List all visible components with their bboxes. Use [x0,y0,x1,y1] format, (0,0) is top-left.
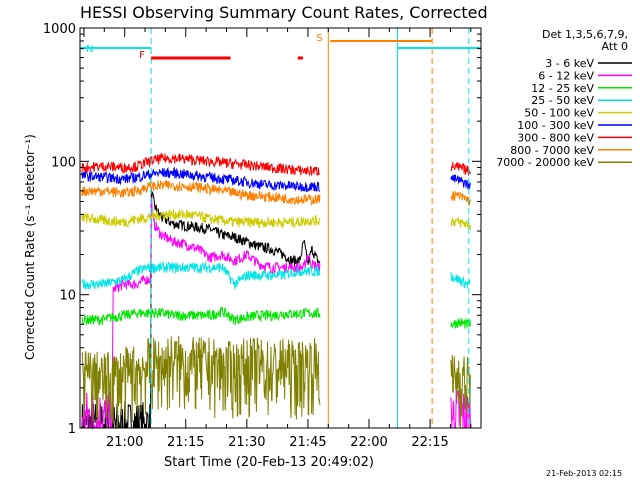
x-tick-label: 21:00 [106,435,143,450]
flag-label-S: S [316,33,322,44]
legend-title-line: Det 1,3,5,6,7,9, [542,28,628,41]
x-axis-label: Start Time (20-Feb-13 20:49:02) [164,455,374,470]
y-axis-label: Corrected Count Rate (s⁻¹ detector⁻¹) [23,134,37,360]
legend-label-1: 6 - 12 keV [538,69,594,82]
series-line-5 [81,166,471,193]
axes: 21:00 21:15 21:30 21:45 22:00 22:15 1 10 100 1000 [43,22,481,450]
y-tick-label: 1 [68,422,76,437]
y-axis-label-group: Corrected Count Rate (s⁻¹ detector⁻¹) [23,134,37,360]
x-tick-label: 21:45 [289,435,326,450]
legend-label-5: 100 - 300 keV [517,119,594,132]
series-line-2 [81,306,471,329]
x-tick-label: 21:15 [167,435,204,450]
flag-label-F: F [139,50,145,61]
legend-label-8: 7000 - 20000 keV [496,156,594,169]
chart-title: HESSI Observing Summary Count Rates, Cor… [80,3,488,22]
legend-title-line: Att 0 [602,40,628,53]
x-tick-label: 21:30 [228,435,265,450]
series-line-3 [81,260,471,290]
legend-label-3: 25 - 50 keV [531,94,594,107]
legend-label-0: 3 - 6 keV [545,57,594,70]
series-line-4 [81,208,471,231]
legend-label-4: 50 - 100 keV [524,107,594,120]
plot-frame [79,27,482,429]
y-tick-label: 10 [59,289,76,304]
series-line-6 [81,152,471,177]
legend-label-6: 300 - 800 keV [517,131,594,144]
x-tick-label: 22:15 [411,435,448,450]
legend-label-2: 12 - 25 keV [531,82,594,95]
plot-area: N F S [80,28,481,430]
flag-label-N: N [86,44,93,55]
legend-label-7: 800 - 7000 keV [510,144,594,157]
timestamp: 21-Feb-2013 02:15 [546,469,622,478]
y-tick-label: 1000 [43,22,76,37]
y-tick-label: 100 [51,155,76,170]
x-tick-label: 22:00 [350,435,387,450]
series-line-7 [81,179,471,207]
